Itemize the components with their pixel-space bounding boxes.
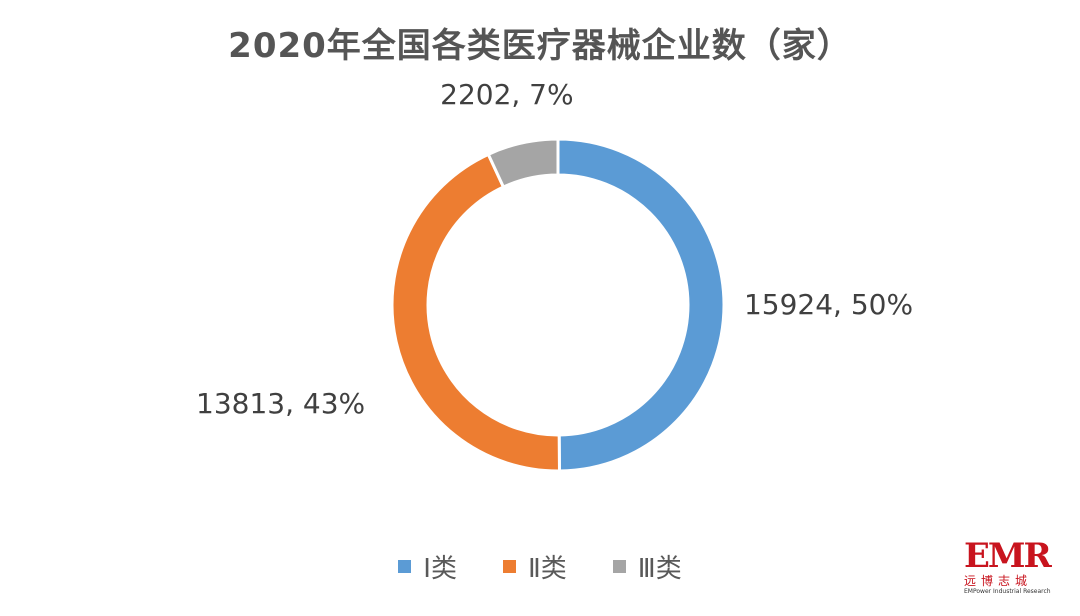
legend-label-class-3: Ⅲ类: [637, 554, 682, 584]
legend-item-class-3: Ⅲ类: [612, 548, 682, 585]
data-label-class-3: 2202, 7%: [440, 78, 573, 111]
donut-slice-class-1: [556, 137, 726, 473]
logo-chinese-name: 远博志城: [964, 574, 1033, 588]
donut-slice-class-3: [486, 137, 560, 189]
legend-swatch-class-2: [502, 560, 516, 573]
data-label-class-2: 13813, 43%: [196, 387, 365, 420]
legend-item-class-1: Ⅰ类: [398, 548, 457, 585]
legend-item-class-2: Ⅱ类: [502, 548, 567, 585]
legend-label-class-1: Ⅰ类: [423, 554, 457, 584]
legend-swatch-class-3: [612, 560, 626, 573]
logo-mark: EMR: [964, 536, 1052, 576]
donut-slice-class-2: [390, 152, 561, 473]
logo-english-name: EMPower Industrial Research: [964, 588, 1051, 595]
emr-logo: EMR 远博志城 EMPower Industrial Research: [964, 538, 1064, 604]
chart-legend: Ⅰ类 Ⅱ类 Ⅲ类: [0, 548, 1080, 585]
legend-swatch-class-1: [398, 560, 412, 573]
chart-title: 2020年全国各类医疗器械企业数（家）: [228, 26, 852, 66]
legend-label-class-2: Ⅱ类: [527, 554, 567, 584]
data-label-class-1: 15924, 50%: [744, 288, 913, 321]
